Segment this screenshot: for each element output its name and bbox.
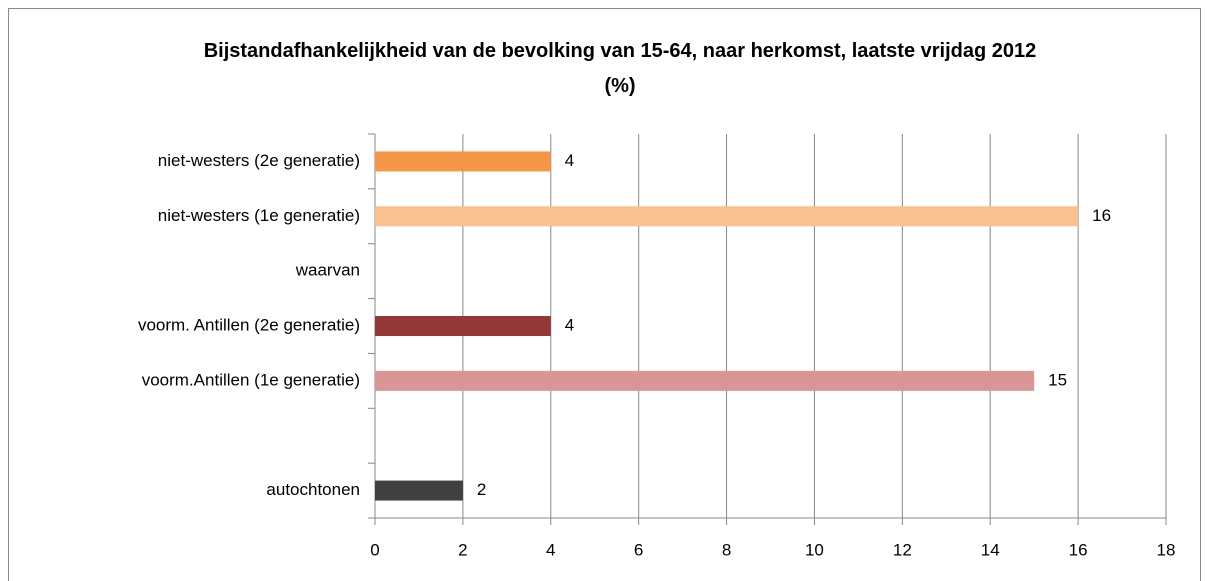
x-tick-label: 16	[1069, 540, 1088, 559]
y-tick-label: waarvan	[295, 261, 360, 280]
bar	[375, 206, 1079, 227]
y-tick-label: autochtonen	[266, 480, 360, 499]
data-label: 2	[477, 480, 486, 499]
chart-frame	[8, 8, 1201, 581]
x-tick-label: 18	[1157, 540, 1176, 559]
x-tick-label: 8	[722, 540, 731, 559]
y-tick-label: voorm. Antillen (2e generatie)	[138, 315, 360, 334]
data-label: 15	[1048, 370, 1067, 389]
chart-title: Bijstandafhankelijkheid van de bevolking…	[203, 40, 1037, 97]
y-tick-label: voorm.Antillen (1e generatie)	[142, 370, 360, 389]
x-tick-label: 6	[634, 540, 643, 559]
x-tick-label: 10	[805, 540, 824, 559]
data-label: 16	[1092, 206, 1111, 225]
x-tick-label: 12	[893, 540, 912, 559]
x-tick-label: 2	[458, 540, 467, 559]
data-label: 4	[565, 151, 574, 170]
bar	[375, 316, 551, 336]
x-tick-label: 4	[546, 540, 555, 559]
x-tick-label: 14	[981, 540, 1000, 559]
x-tick-label: 0	[370, 540, 379, 559]
bar	[375, 370, 1035, 391]
bar	[375, 151, 551, 172]
y-tick-label: niet-westers (1e generatie)	[158, 206, 360, 225]
y-tick-label: niet-westers (2e generatie)	[158, 151, 360, 170]
data-label: 4	[565, 315, 574, 334]
bar	[375, 480, 463, 501]
